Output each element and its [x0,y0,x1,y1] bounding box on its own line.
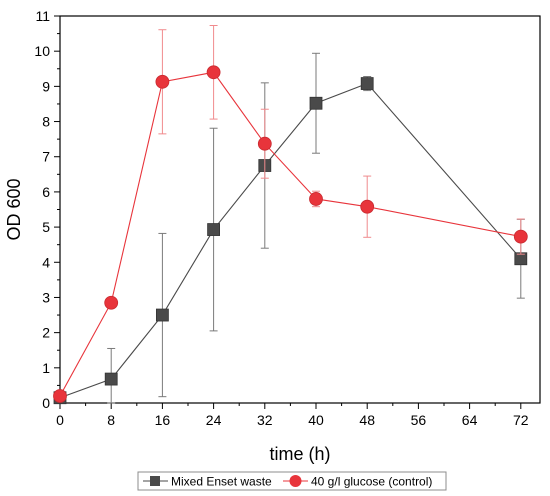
data-point [513,229,528,244]
x-tick-label: 8 [107,412,115,428]
data-point [360,199,375,214]
y-tick-label: 4 [42,254,50,270]
legend-entry-glucose-control: 40 g/l glucose (control) [283,475,432,489]
legend-marker-circle [289,475,302,487]
x-axis: 0 8 16 24 32 40 48 56 64 72 [56,403,529,428]
x-tick-label: 24 [206,412,222,428]
plot-frame [59,15,541,404]
data-point [309,192,323,206]
series-mixed-enset-waste [53,52,528,405]
data-point [207,223,221,236]
y-tick-label: 10 [34,43,50,59]
data-point [155,74,170,89]
data-point [360,77,374,90]
y-tick-label: 3 [42,289,50,305]
y-tick-label: 7 [42,149,50,165]
series-line [59,71,521,397]
y-axis-title: OD 600 [4,178,24,240]
legend-marker-square [150,476,160,486]
legend: Mixed Enset waste 40 g/l glucose (contro… [137,471,447,491]
data-point [309,96,323,110]
series-line [59,82,522,399]
x-tick-label: 48 [359,412,375,428]
legend-label: Mixed Enset waste [171,475,272,489]
y-tick-label: 6 [42,184,50,200]
x-tick-label: 0 [56,412,64,428]
data-point [206,65,221,80]
x-tick-label: 56 [411,412,427,428]
x-tick-label: 32 [257,412,273,428]
y-tick-label: 11 [35,8,50,24]
y-tick-label: 1 [42,360,50,376]
data-point [104,372,118,386]
y-tick-label: 5 [42,219,50,235]
x-tick-label: 72 [513,412,529,428]
x-tick-label: 40 [308,412,324,428]
x-tick-label: 64 [462,412,478,428]
data-point [53,389,67,403]
data-point [257,136,272,151]
y-tick-label: 9 [42,78,50,94]
legend-label: 40 g/l glucose (control) [311,475,432,489]
x-axis-title: time (h) [269,444,330,464]
x-tick-label: 16 [155,412,171,428]
y-axis: 0 1 2 3 4 5 6 7 8 9 10 11 [34,8,60,411]
y-tick-label: 0 [42,395,50,411]
y-tick-label: 2 [42,325,50,341]
series-glucose-control [53,24,528,403]
data-point [155,308,169,322]
data-point [104,295,119,310]
y-tick-label: 8 [42,114,50,130]
series-layer [53,24,528,405]
plot-border [59,15,541,404]
legend-entry-mixed-enset-waste: Mixed Enset waste [143,475,272,489]
